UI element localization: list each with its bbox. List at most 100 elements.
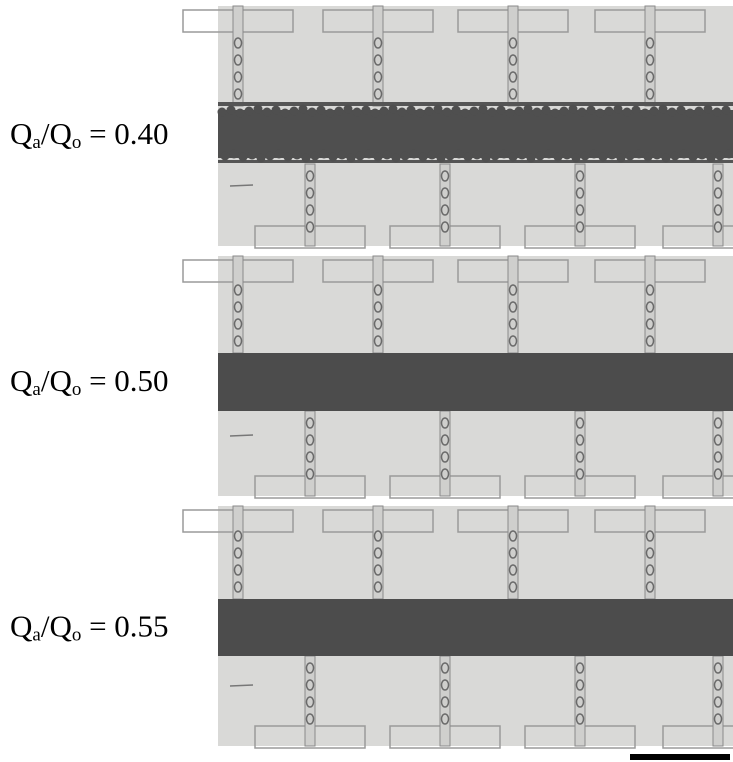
micrograph <box>182 505 733 749</box>
droplet <box>436 153 446 163</box>
droplet <box>442 107 452 117</box>
droplet <box>645 88 655 100</box>
micrograph <box>182 5 733 249</box>
droplet <box>305 696 315 708</box>
droplet <box>645 71 655 83</box>
droplet <box>440 187 450 199</box>
droplet <box>508 335 518 347</box>
droplet <box>355 151 365 161</box>
droplet <box>508 54 518 66</box>
debris <box>229 184 254 187</box>
label-part: Q <box>10 116 32 151</box>
droplet <box>305 221 315 233</box>
droplet <box>289 106 299 116</box>
droplet <box>305 713 315 725</box>
droplet <box>440 713 450 725</box>
droplet <box>634 149 644 159</box>
label-part: o <box>72 625 82 646</box>
droplet <box>233 71 243 83</box>
droplet <box>400 151 410 161</box>
droplet <box>575 417 585 429</box>
droplet <box>463 152 473 162</box>
droplet <box>575 679 585 691</box>
droplet <box>607 150 617 160</box>
droplet <box>337 150 347 160</box>
droplet <box>305 468 315 480</box>
droplet <box>440 434 450 446</box>
droplet <box>562 150 572 160</box>
droplet <box>645 301 655 313</box>
droplet <box>440 662 450 674</box>
droplet <box>713 468 723 480</box>
droplet <box>316 105 326 115</box>
droplet <box>233 284 243 296</box>
droplet <box>713 187 723 199</box>
droplet <box>645 284 655 296</box>
droplet <box>679 149 689 159</box>
droplet <box>343 104 353 114</box>
droplet <box>724 149 733 159</box>
droplet <box>645 37 655 49</box>
droplet <box>571 153 581 163</box>
droplet <box>280 108 290 118</box>
droplet <box>373 581 383 593</box>
droplet <box>305 170 315 182</box>
droplet <box>625 151 635 161</box>
label-part: a <box>32 625 41 646</box>
droplet-band <box>218 599 733 656</box>
droplet <box>645 564 655 576</box>
droplet <box>233 564 243 576</box>
droplet <box>220 151 230 161</box>
droplet <box>559 106 569 116</box>
label-part: /Q <box>41 116 72 151</box>
droplet <box>658 104 668 114</box>
droplet <box>440 417 450 429</box>
droplet <box>373 530 383 542</box>
micrograph <box>182 255 733 499</box>
droplet <box>553 152 563 162</box>
droplet <box>535 151 545 161</box>
droplet <box>499 149 509 159</box>
droplet <box>670 151 680 161</box>
droplet <box>575 170 585 182</box>
scale-bar <box>630 754 730 760</box>
droplet <box>481 153 491 163</box>
droplet <box>713 417 723 429</box>
label-part: a <box>32 379 41 400</box>
droplet <box>325 108 335 118</box>
droplet <box>604 106 614 116</box>
label-part: o <box>72 132 82 153</box>
droplet <box>575 204 585 216</box>
droplet <box>703 104 713 114</box>
droplet <box>508 37 518 49</box>
droplet <box>517 150 527 160</box>
droplet <box>233 335 243 347</box>
droplet <box>361 105 371 115</box>
droplet <box>532 107 542 117</box>
droplet <box>575 187 585 199</box>
droplet <box>645 530 655 542</box>
droplet <box>364 149 374 159</box>
droplet <box>508 301 518 313</box>
droplet <box>373 547 383 559</box>
droplet <box>373 71 383 83</box>
droplet <box>713 221 723 233</box>
droplet <box>645 581 655 593</box>
droplet <box>613 104 623 114</box>
droplet <box>382 150 392 160</box>
droplet <box>508 530 518 542</box>
droplet <box>451 105 461 115</box>
label-part: a <box>32 132 41 153</box>
droplet <box>496 105 506 115</box>
droplet <box>713 679 723 691</box>
channel-wall <box>218 160 733 163</box>
droplet <box>391 153 401 163</box>
droplet <box>575 468 585 480</box>
droplet <box>233 547 243 559</box>
droplet <box>298 104 308 114</box>
debris <box>229 434 254 437</box>
droplet <box>310 151 320 161</box>
droplet <box>713 204 723 216</box>
droplet <box>233 581 243 593</box>
